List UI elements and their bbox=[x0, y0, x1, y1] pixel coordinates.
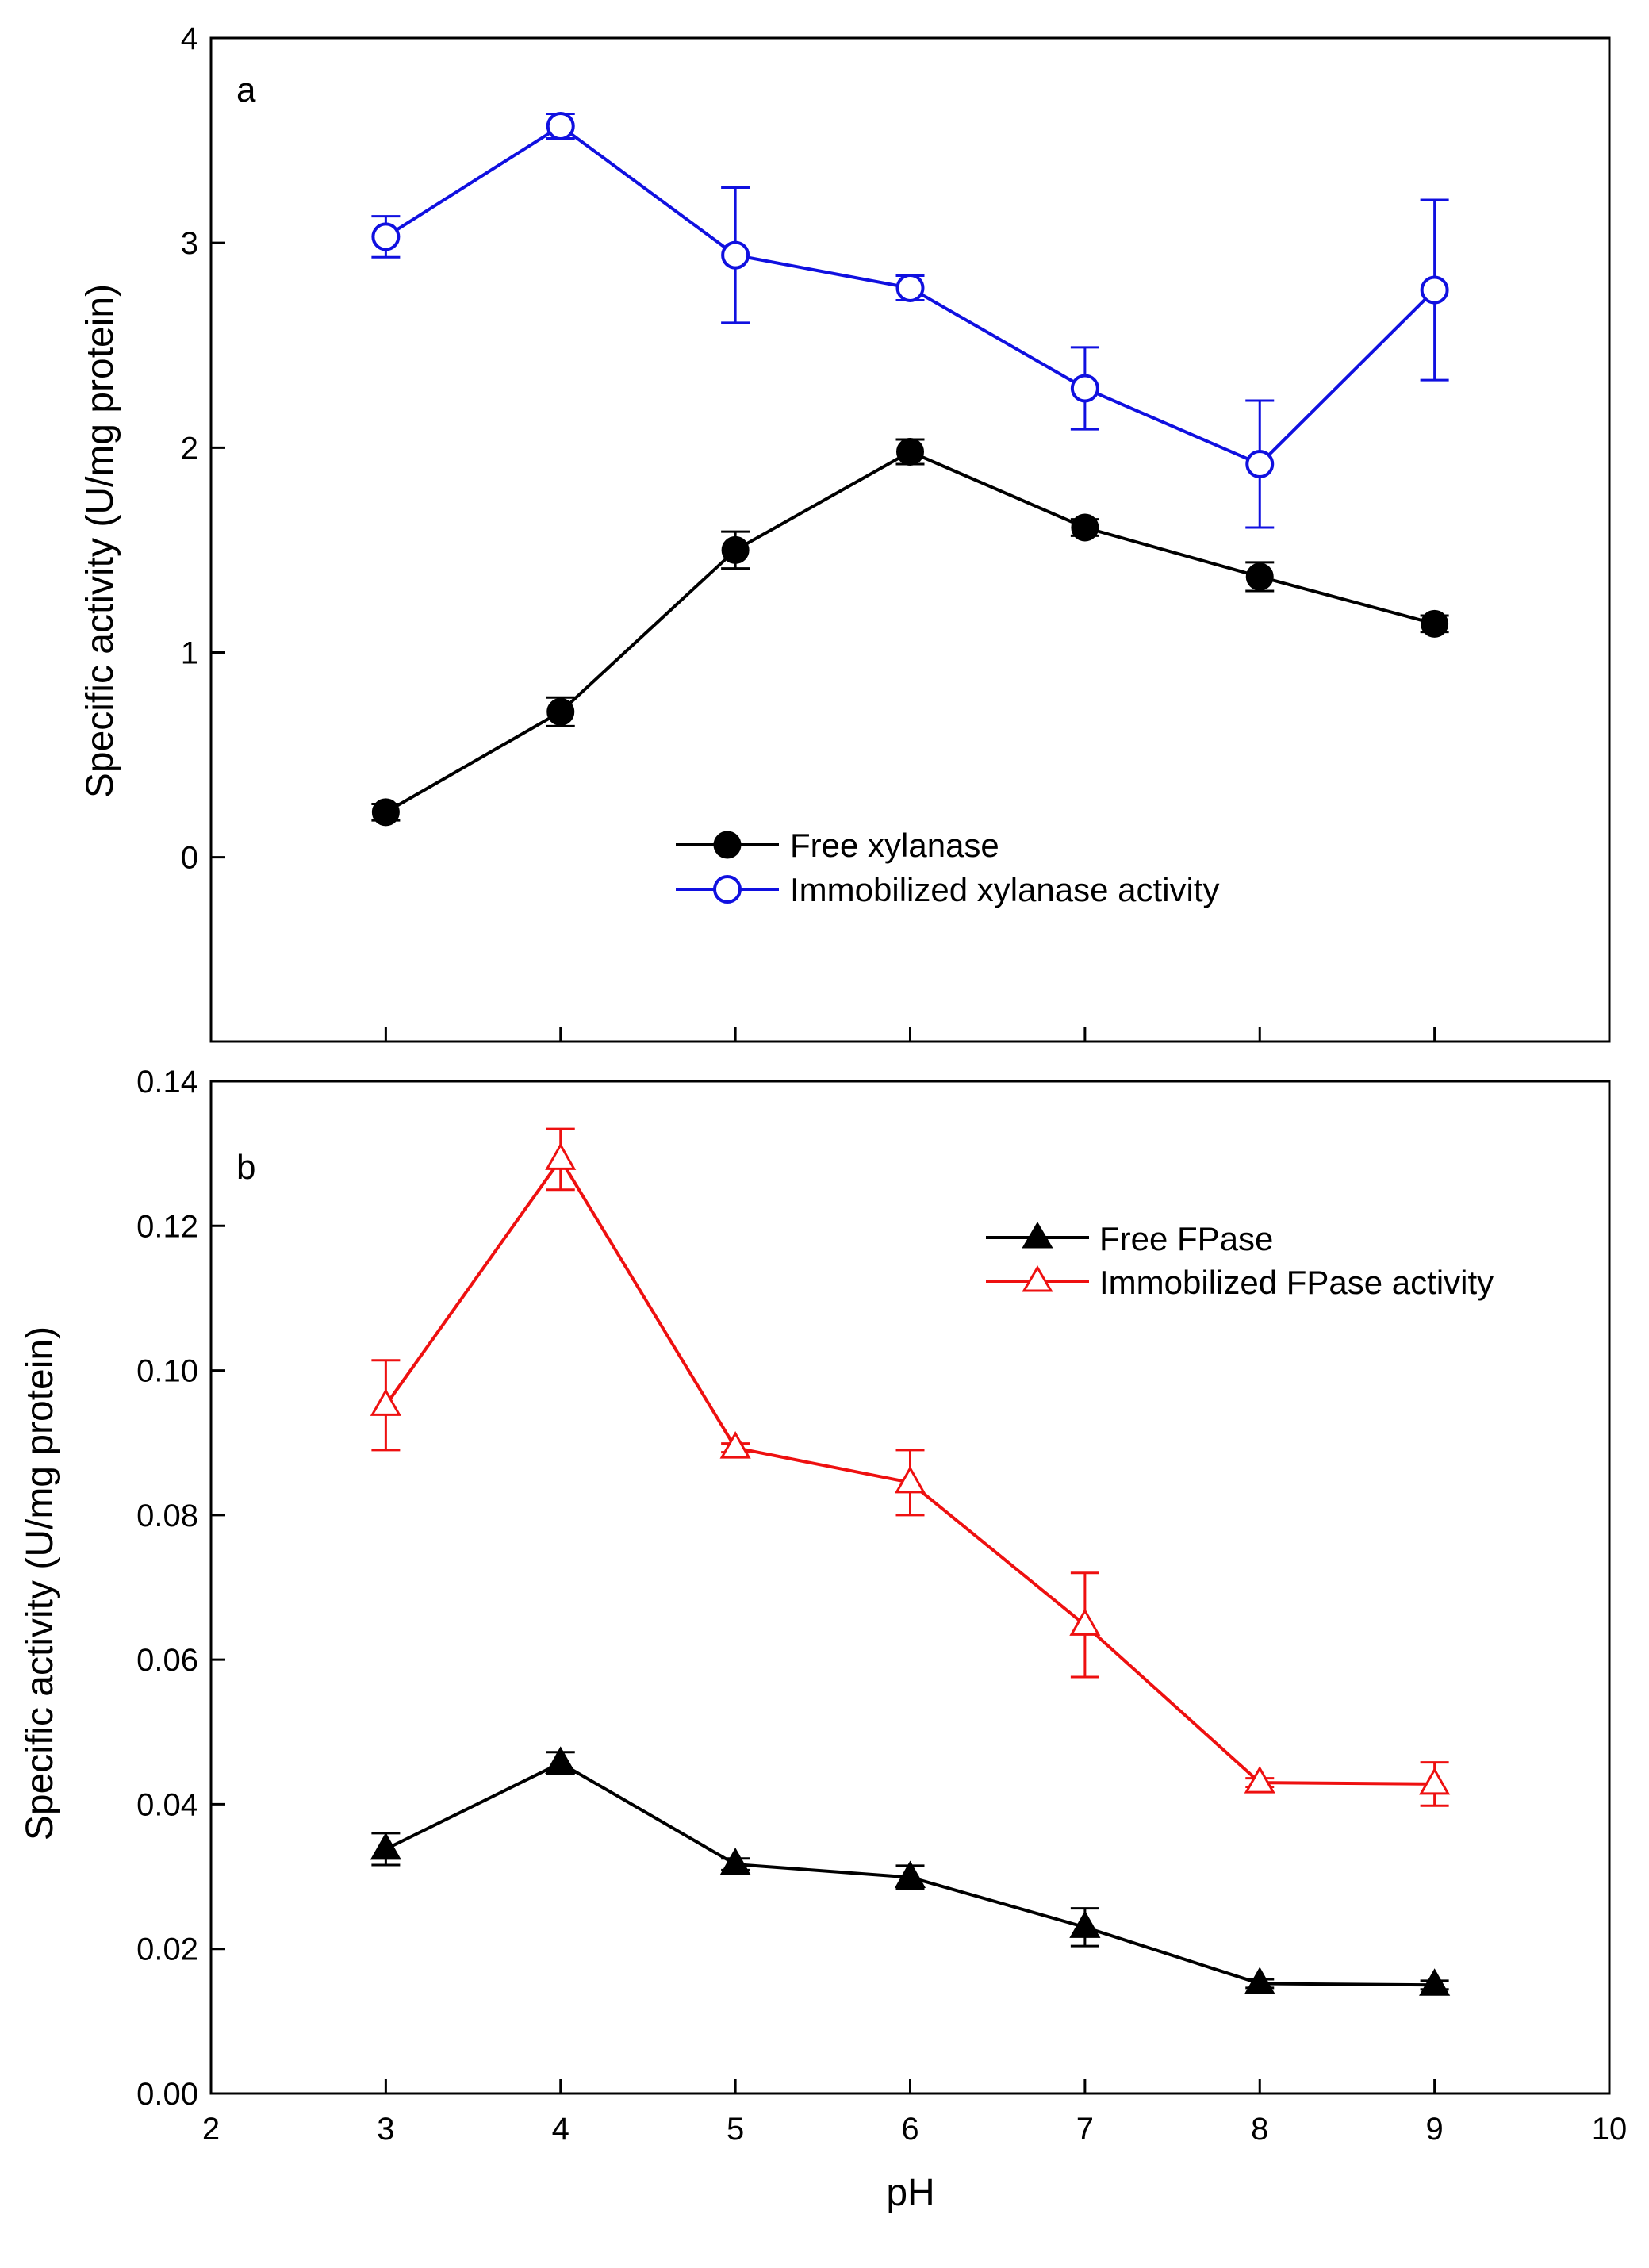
data-point-free-fpase bbox=[719, 1848, 751, 1875]
x-tick-label: 4 bbox=[552, 2112, 569, 2147]
panel-a-series bbox=[371, 112, 1449, 827]
series-immobilized-fpase-activity bbox=[370, 1127, 1451, 1807]
panel-a-y-tick-label: 2 bbox=[181, 431, 198, 466]
data-point-immobilized-fpase-activity bbox=[545, 1142, 577, 1170]
panel-b-y-tick-label: 0.04 bbox=[136, 1787, 198, 1822]
data-point-free-xylanase bbox=[1421, 609, 1449, 638]
x-axis-label: pH bbox=[886, 2172, 934, 2214]
panel-a: a Specific activity (U/mg protein) 0 1 2 3 4… bbox=[79, 21, 1611, 1043]
panel-b-y-tick-label: 0.12 bbox=[136, 1209, 198, 1244]
legend-label-immobilized-xylanase: Immobilized xylanase activity bbox=[790, 871, 1220, 908]
data-point-immobilized-xylanase-activity bbox=[371, 222, 401, 251]
data-point-immobilized-xylanase-activity bbox=[1245, 449, 1275, 478]
data-point-free-fpase bbox=[1419, 1968, 1451, 1996]
panel-b-y-tick-label: 0.10 bbox=[136, 1354, 198, 1389]
legend-marker-free-xylanase bbox=[713, 831, 742, 859]
panel-a-y-axis-label: Specific activity (U/mg protein) bbox=[79, 284, 121, 798]
legend-entry-free-fpase: Free FPase bbox=[986, 1220, 1273, 1257]
legend-label-free-xylanase: Free xylanase bbox=[790, 827, 999, 864]
data-point-free-fpase bbox=[370, 1832, 401, 1860]
data-point-free-xylanase bbox=[371, 798, 400, 827]
panel-a-letter: a bbox=[236, 71, 256, 109]
data-point-immobilized-xylanase-activity bbox=[1420, 275, 1449, 305]
data-point-free-xylanase bbox=[896, 437, 924, 466]
panel-b-y-axis-label: Specific activity (U/mg protein) bbox=[19, 1326, 61, 1840]
data-point-free-xylanase bbox=[546, 697, 575, 726]
data-point-immobilized-fpase-activity bbox=[1419, 1767, 1451, 1795]
x-tick-label: 5 bbox=[727, 2112, 744, 2147]
data-point-immobilized-fpase-activity bbox=[1069, 1608, 1101, 1636]
data-point-immobilized-xylanase-activity bbox=[546, 112, 575, 141]
panel-b: b Specific activity (U/mg protein) pH 0.… bbox=[19, 1065, 1627, 2214]
series-free-fpase bbox=[370, 1746, 1451, 1996]
data-point-free-fpase bbox=[545, 1746, 577, 1774]
data-point-immobilized-xylanase-activity bbox=[1070, 374, 1099, 403]
panel-b-y-ticks: 0.00 0.02 0.04 0.06 0.08 0.10 0.12 0.14 bbox=[136, 1065, 225, 2112]
legend-entry-immobilized-xylanase: Immobilized xylanase activity bbox=[676, 871, 1220, 908]
x-tick-label: 9 bbox=[1426, 2112, 1444, 2147]
data-point-immobilized-xylanase-activity bbox=[721, 240, 750, 270]
panel-b-y-tick-label: 0.02 bbox=[136, 1932, 198, 1967]
x-tick-label: 2 bbox=[202, 2112, 220, 2147]
panel-a-y-tick-label: 3 bbox=[181, 226, 198, 261]
panel-b-y-tick-label: 0.00 bbox=[136, 2077, 198, 2112]
data-point-immobilized-xylanase-activity bbox=[895, 273, 925, 302]
x-tick-label: 10 bbox=[1592, 2112, 1628, 2147]
legend-marker-immobilized-xylanase bbox=[713, 875, 742, 904]
data-point-free-xylanase bbox=[1245, 562, 1274, 591]
panel-a-y-tick-label: 4 bbox=[181, 21, 198, 56]
x-tick-label: 8 bbox=[1251, 2112, 1268, 2147]
data-point-free-fpase bbox=[1244, 1967, 1275, 1994]
data-point-free-fpase bbox=[1069, 1910, 1101, 1938]
panel-b-letter: b bbox=[236, 1148, 255, 1187]
data-point-free-xylanase bbox=[1071, 513, 1099, 542]
panel-b-y-tick-label: 0.14 bbox=[136, 1065, 198, 1099]
x-tick-label: 6 bbox=[901, 2112, 918, 2147]
panel-a-y-ticks: 0 1 2 3 4 bbox=[181, 21, 225, 876]
panel-a-y-tick-label: 0 bbox=[181, 841, 198, 876]
legend-label-immobilized-fpase: Immobilized FPase activity bbox=[1099, 1264, 1494, 1301]
legend-label-free-fpase: Free FPase bbox=[1099, 1220, 1273, 1257]
legend-marker-immobilized-fpase bbox=[1022, 1265, 1053, 1292]
panel-b-series bbox=[370, 1127, 1451, 1996]
series-free-xylanase bbox=[371, 437, 1449, 827]
panel-a-x-ticks bbox=[209, 1027, 1611, 1042]
legend-marker-free-fpase bbox=[1022, 1222, 1053, 1249]
data-point-free-fpase bbox=[894, 1860, 926, 1888]
panel-b-y-tick-label: 0.06 bbox=[136, 1643, 198, 1678]
data-point-free-xylanase bbox=[721, 535, 750, 564]
series-immobilized-xylanase-activity bbox=[371, 112, 1449, 529]
data-point-immobilized-fpase-activity bbox=[894, 1465, 926, 1494]
x-tick-label: 7 bbox=[1076, 2112, 1094, 2147]
x-tick-label: 3 bbox=[377, 2112, 394, 2147]
data-point-immobilized-fpase-activity bbox=[1244, 1766, 1275, 1794]
panel-b-x-ticks: 2 3 4 5 6 7 8 9 10 bbox=[202, 2079, 1627, 2147]
panel-b-y-tick-label: 0.08 bbox=[136, 1499, 198, 1533]
data-point-immobilized-fpase-activity bbox=[719, 1431, 751, 1459]
panel-b-legend: Free FPase Immobilized FPase activity bbox=[986, 1220, 1494, 1301]
panel-a-legend: Free xylanase Immobilized xylanase activ… bbox=[676, 827, 1220, 908]
legend-entry-free-xylanase: Free xylanase bbox=[676, 827, 999, 864]
data-point-immobilized-fpase-activity bbox=[370, 1388, 401, 1416]
panel-a-y-tick-label: 1 bbox=[181, 635, 198, 670]
legend-entry-immobilized-fpase: Immobilized FPase activity bbox=[986, 1264, 1494, 1301]
